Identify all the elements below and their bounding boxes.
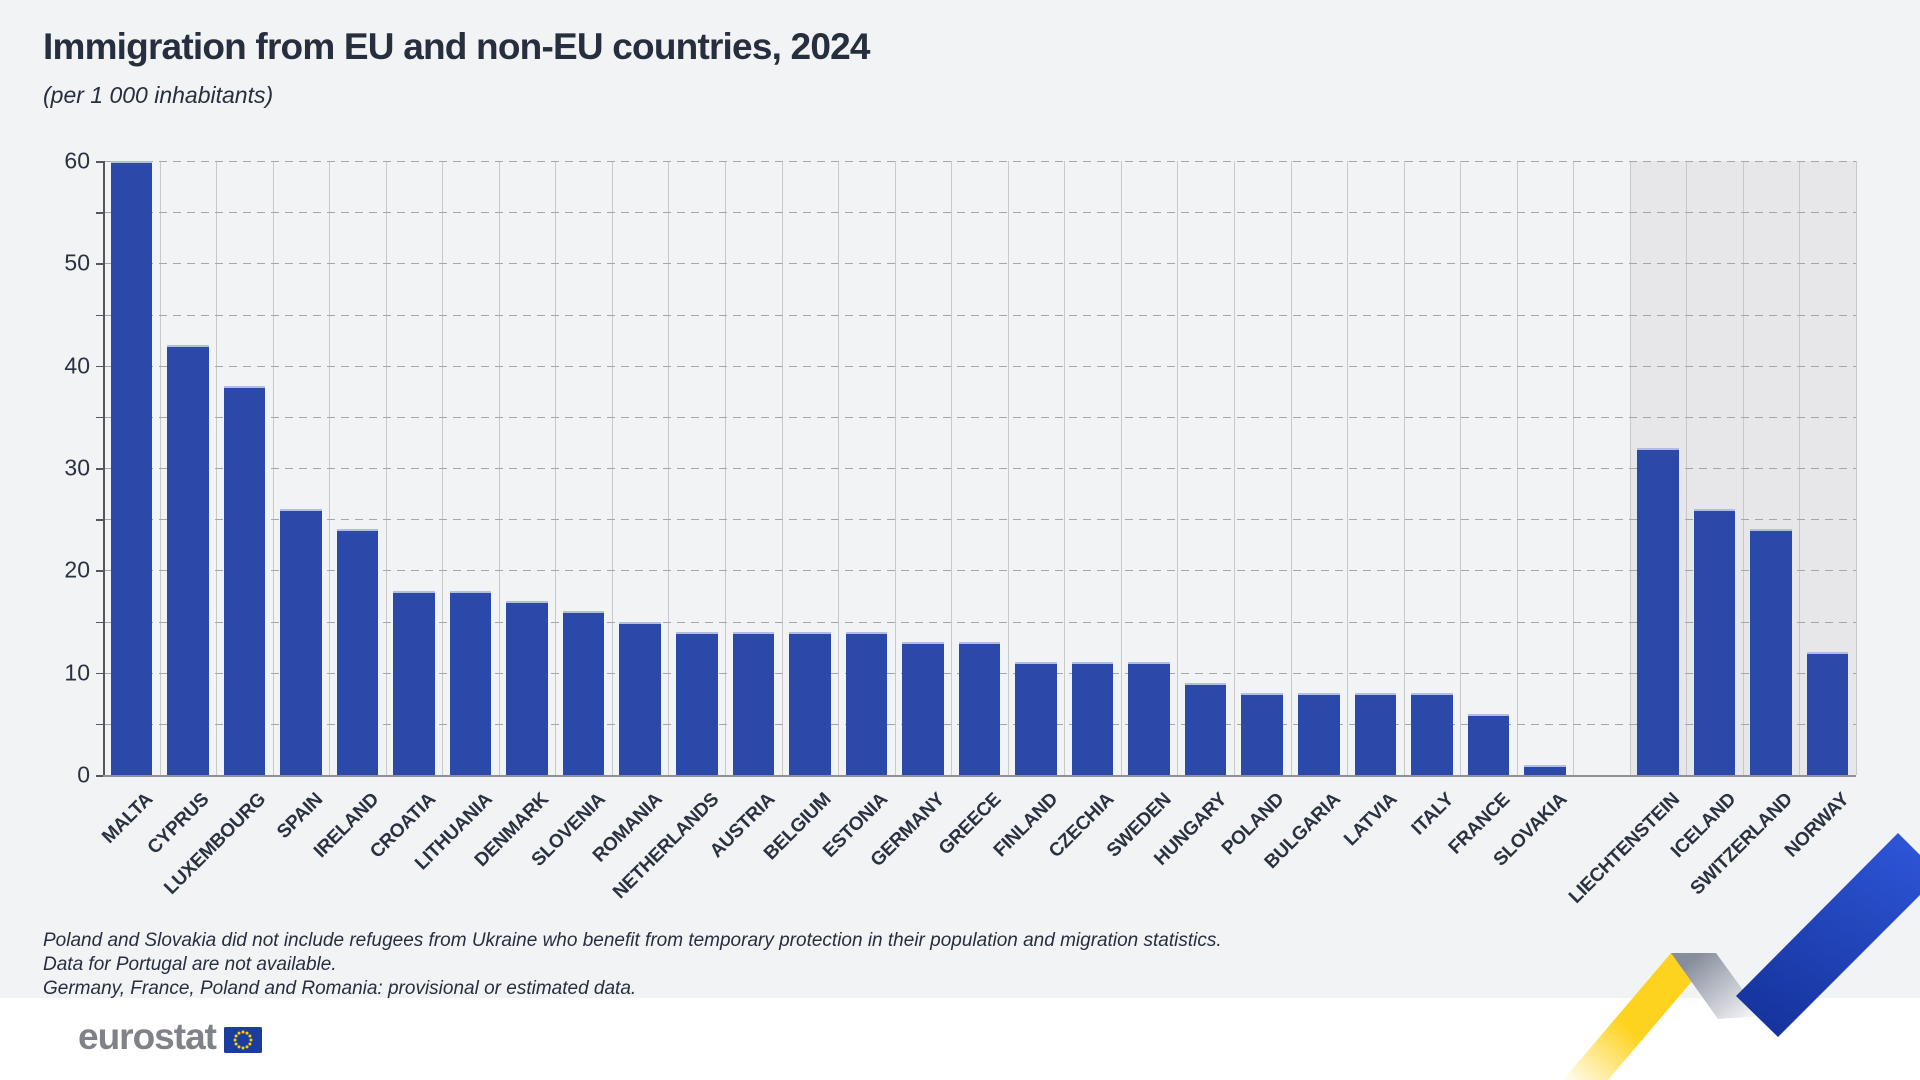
y-axis-label: 20 [64, 556, 90, 583]
y-axis-tick [96, 621, 103, 623]
bar-finland [1015, 662, 1057, 775]
y-gridline [103, 570, 1856, 572]
bar-ireland [336, 529, 379, 775]
bar-austria [732, 631, 775, 775]
bar-sweden [1128, 662, 1170, 775]
y-gridline [103, 621, 1856, 623]
bar-latvia [1354, 693, 1397, 775]
eu-flag-icon [223, 1026, 262, 1053]
footnote-line: Germany, France, Poland and Romania: pro… [43, 978, 637, 999]
bar-france [1467, 713, 1510, 775]
chart-subtitle: (per 1 000 inhabitants) [43, 82, 274, 108]
y-axis-tick [96, 723, 103, 726]
eurostat-logo: eurostat [78, 1018, 262, 1055]
y-gridline [103, 161, 1856, 162]
y-axis-tick [96, 468, 103, 470]
y-axis-label: 40 [64, 352, 90, 379]
y-gridline [103, 416, 1856, 418]
footnotes: Poland and Slovakia did not include refu… [43, 929, 1222, 1001]
y-axis-tick [96, 365, 103, 368]
chart-background-panel [0, 0, 1920, 998]
bar-denmark [506, 601, 548, 775]
bar-italy [1411, 693, 1453, 775]
y-axis-tick [96, 775, 103, 777]
y-axis-tick [96, 161, 103, 163]
y-axis-label: 0 [77, 761, 90, 788]
y-axis-label: 50 [64, 249, 90, 276]
bar-netherlands [675, 631, 718, 775]
eu-flag-stars [233, 1030, 253, 1049]
bar-bulgaria [1298, 693, 1340, 775]
bar-iceland [1693, 508, 1736, 775]
bar-croatia [393, 590, 435, 775]
bar-cyprus [167, 345, 209, 775]
y-gridline [103, 314, 1856, 316]
y-axis-label: 10 [64, 659, 90, 686]
x-axis-line [103, 775, 1856, 777]
bar-spain [280, 508, 322, 775]
bar-poland [1241, 693, 1283, 775]
y-axis-line [103, 161, 105, 776]
chart-title: Immigration from EU and non-EU countries… [43, 26, 870, 67]
y-axis-label: 60 [64, 147, 90, 174]
bar-lithuania [449, 590, 492, 775]
y-axis-tick [96, 263, 103, 265]
bar-romania [619, 621, 661, 775]
y-axis-tick [96, 416, 103, 419]
y-axis-tick [96, 314, 103, 316]
bar-greece [958, 641, 1001, 775]
bar-slovakia [1524, 764, 1566, 775]
category-gridline [1856, 161, 1857, 775]
ribbon-yellow-band [1563, 953, 1716, 1080]
footnote-line: Poland and Slovakia did not include refu… [43, 930, 1222, 951]
y-axis-tick [96, 672, 103, 675]
y-axis-tick [96, 519, 103, 521]
bar-estonia [845, 631, 888, 775]
y-axis-tick [96, 570, 103, 572]
bar-hungary [1184, 682, 1227, 775]
y-axis-tick [96, 212, 103, 214]
ribbon-gray-fold [1671, 953, 1762, 1019]
y-gridline [103, 212, 1856, 214]
y-gridline [103, 365, 1856, 367]
eurostat-logo-text: eurostat [78, 1016, 217, 1057]
bar-luxembourg [223, 386, 266, 775]
y-axis-label: 30 [64, 454, 90, 481]
bar-slovenia [562, 611, 605, 775]
bar-liechtenstein [1637, 447, 1679, 775]
y-gridline [103, 468, 1856, 469]
bar-belgium [789, 631, 831, 775]
bar-germany [902, 641, 944, 775]
y-gridline [103, 519, 1856, 521]
y-gridline [103, 263, 1856, 265]
bar-czechia [1071, 662, 1114, 775]
bar-norway [1806, 652, 1849, 775]
bar-malta [110, 161, 153, 775]
ribbon-blue-band [1736, 833, 1920, 1037]
bar-switzerland [1750, 529, 1792, 775]
footnote-line: Data for Portugal are not available. [43, 954, 337, 975]
